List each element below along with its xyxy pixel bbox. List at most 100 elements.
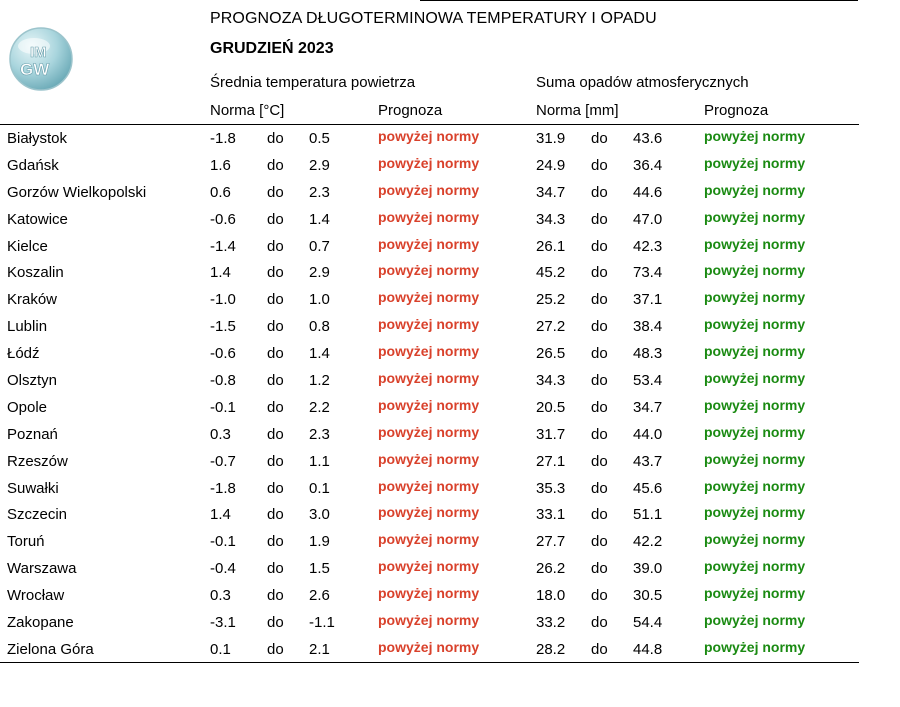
temp-forecast: powyżej normy: [378, 450, 480, 467]
temp-norm-max: 1.0: [309, 291, 330, 309]
table-row: Kraków -1.0 do 1.0 powyżej normy 25.2 do 37.1 po…: [0, 287, 859, 314]
precip-norm-max: 42.3: [633, 237, 663, 255]
temp-norm-min: 1.6: [210, 156, 231, 174]
city-name: Koszalin: [7, 264, 64, 282]
temp-forecast-header: Prognoza: [378, 102, 443, 119]
precip-range-separator: do: [591, 640, 608, 658]
city-name: Katowice: [7, 210, 68, 228]
precip-norm-max: 44.8: [633, 640, 663, 658]
precip-forecast: powyżej normy: [704, 638, 806, 655]
precip-forecast: powyżej normy: [704, 208, 806, 225]
temp-norm-max: 1.4: [309, 345, 330, 363]
precip-range-separator: do: [591, 614, 608, 632]
precip-range-separator: do: [591, 237, 608, 255]
temp-norm-min: -3.1: [210, 614, 236, 632]
table-row: Katowice -0.6 do 1.4 powyżej normy 34.3 do 47.0…: [0, 207, 859, 234]
temp-norm-max: 2.1: [309, 640, 330, 658]
header-rule: [0, 124, 859, 125]
table-row: Poznań 0.3 do 2.3 powyżej normy 31.7 do 44.0 pow…: [0, 422, 859, 449]
precip-range-separator: do: [591, 587, 608, 605]
precip-norm-min: 27.7: [536, 533, 566, 551]
table-row: Suwałki -1.8 do 0.1 powyżej normy 35.3 do 45.6 p…: [0, 476, 859, 503]
city-name: Opole: [7, 398, 48, 416]
page-title: PROGNOZA DŁUGOTERMINOWA TEMPERATURY I OP…: [210, 10, 657, 27]
table-row: Wrocław 0.3 do 2.6 powyżej normy 18.0 do 30.5 po…: [0, 583, 859, 610]
precip-forecast: powyżej normy: [704, 370, 806, 387]
table-row: Gorzów Wielkopolski 0.6 do 2.3 powyżej normy…: [0, 180, 859, 207]
temp-range-separator: do: [267, 560, 284, 578]
precip-norm-min: 45.2: [536, 264, 566, 282]
precip-range-separator: do: [591, 560, 608, 578]
precip-norm-min: 25.2: [536, 291, 566, 309]
precip-range-separator: do: [591, 156, 608, 174]
precip-forecast: powyżej normy: [704, 289, 806, 306]
precip-norm-max: 44.0: [633, 425, 663, 443]
precip-range-separator: do: [591, 130, 608, 147]
temp-forecast: powyżej normy: [378, 612, 480, 629]
temp-norm-min: 0.3: [210, 587, 231, 605]
temp-forecast: powyżej normy: [378, 423, 480, 440]
precip-range-separator: do: [591, 533, 608, 551]
temp-range-separator: do: [267, 264, 284, 282]
temp-norm-min: 0.1: [210, 640, 231, 658]
precip-forecast: powyżej normy: [704, 612, 806, 629]
precip-norm-min: 27.2: [536, 318, 566, 336]
table-row: Toruń -0.1 do 1.9 powyżej normy 27.7 do 42.2 pow…: [0, 529, 859, 556]
temp-norm-min: -0.1: [210, 533, 236, 551]
temp-forecast: powyżej normy: [378, 531, 480, 548]
temp-forecast: powyżej normy: [378, 638, 480, 655]
temp-forecast: powyżej normy: [378, 316, 480, 333]
precip-range-separator: do: [591, 506, 608, 524]
precip-norm-max: 38.4: [633, 318, 663, 336]
table-row: Zielona Góra 0.1 do 2.1 powyżej normy 28.2 do 4…: [0, 637, 859, 664]
temp-range-separator: do: [267, 372, 284, 390]
precip-forecast: powyżej normy: [704, 450, 806, 467]
temp-forecast: powyżej normy: [378, 504, 480, 521]
temp-range-separator: do: [267, 345, 284, 363]
precip-norm-max: 42.2: [633, 533, 663, 551]
temp-norm-min: 1.4: [210, 506, 231, 524]
city-name: Suwałki: [7, 479, 59, 497]
temp-forecast: powyżej normy: [378, 558, 480, 575]
precip-norm-min: 28.2: [536, 640, 566, 658]
temp-forecast: powyżej normy: [378, 477, 480, 494]
precip-forecast: powyżej normy: [704, 181, 806, 198]
table-row: Olsztyn -0.8 do 1.2 powyżej normy 34.3 do 53.4 p…: [0, 368, 859, 395]
city-name: Gorzów Wielkopolski: [7, 183, 147, 201]
temp-range-separator: do: [267, 183, 284, 201]
table-row: Gdańsk 1.6 do 2.9 powyżej normy 24.9 do 36.4 pow…: [0, 153, 859, 180]
page-subtitle: GRUDZIEŃ 2023: [210, 40, 334, 57]
table-row: Koszalin 1.4 do 2.9 powyżej normy 45.2 do 73.4 p…: [0, 260, 859, 287]
precip-range-separator: do: [591, 264, 608, 282]
precip-norm-max: 34.7: [633, 398, 663, 416]
temp-range-separator: do: [267, 130, 284, 147]
precip-range-separator: do: [591, 452, 608, 470]
precip-norm-max: 73.4: [633, 264, 663, 282]
logo-text-bottom: GW: [20, 60, 50, 79]
temp-norm-max: 2.9: [309, 156, 330, 174]
temp-range-separator: do: [267, 318, 284, 336]
precip-norm-max: 54.4: [633, 614, 663, 632]
temp-range-separator: do: [267, 587, 284, 605]
temp-norm-min: -1.8: [210, 130, 236, 147]
bottom-rule: [0, 662, 859, 663]
temp-norm-max: 1.1: [309, 452, 330, 470]
city-name: Zielona Góra: [7, 640, 94, 658]
temp-norm-max: 2.3: [309, 183, 330, 201]
temp-norm-max: 2.9: [309, 264, 330, 282]
temp-range-separator: do: [267, 640, 284, 658]
temp-norm-max: 0.7: [309, 237, 330, 255]
temp-norm-max: 1.9: [309, 533, 330, 551]
table-row: Białystok -1.8 do 0.5 powyżej normy 31.9 do 43.…: [0, 126, 859, 153]
precip-forecast: powyżej normy: [704, 504, 806, 521]
imgw-logo: IM GW: [9, 27, 73, 91]
temp-norm-min: 1.4: [210, 264, 231, 282]
temp-norm-max: 0.5: [309, 130, 330, 147]
precip-norm-min: 24.9: [536, 156, 566, 174]
temp-forecast: powyżej normy: [378, 128, 480, 144]
temp-norm-min: -0.7: [210, 452, 236, 470]
precip-norm-min: 33.1: [536, 506, 566, 524]
city-name: Białystok: [7, 130, 68, 147]
precip-norm-min: 35.3: [536, 479, 566, 497]
precip-norm-max: 39.0: [633, 560, 663, 578]
